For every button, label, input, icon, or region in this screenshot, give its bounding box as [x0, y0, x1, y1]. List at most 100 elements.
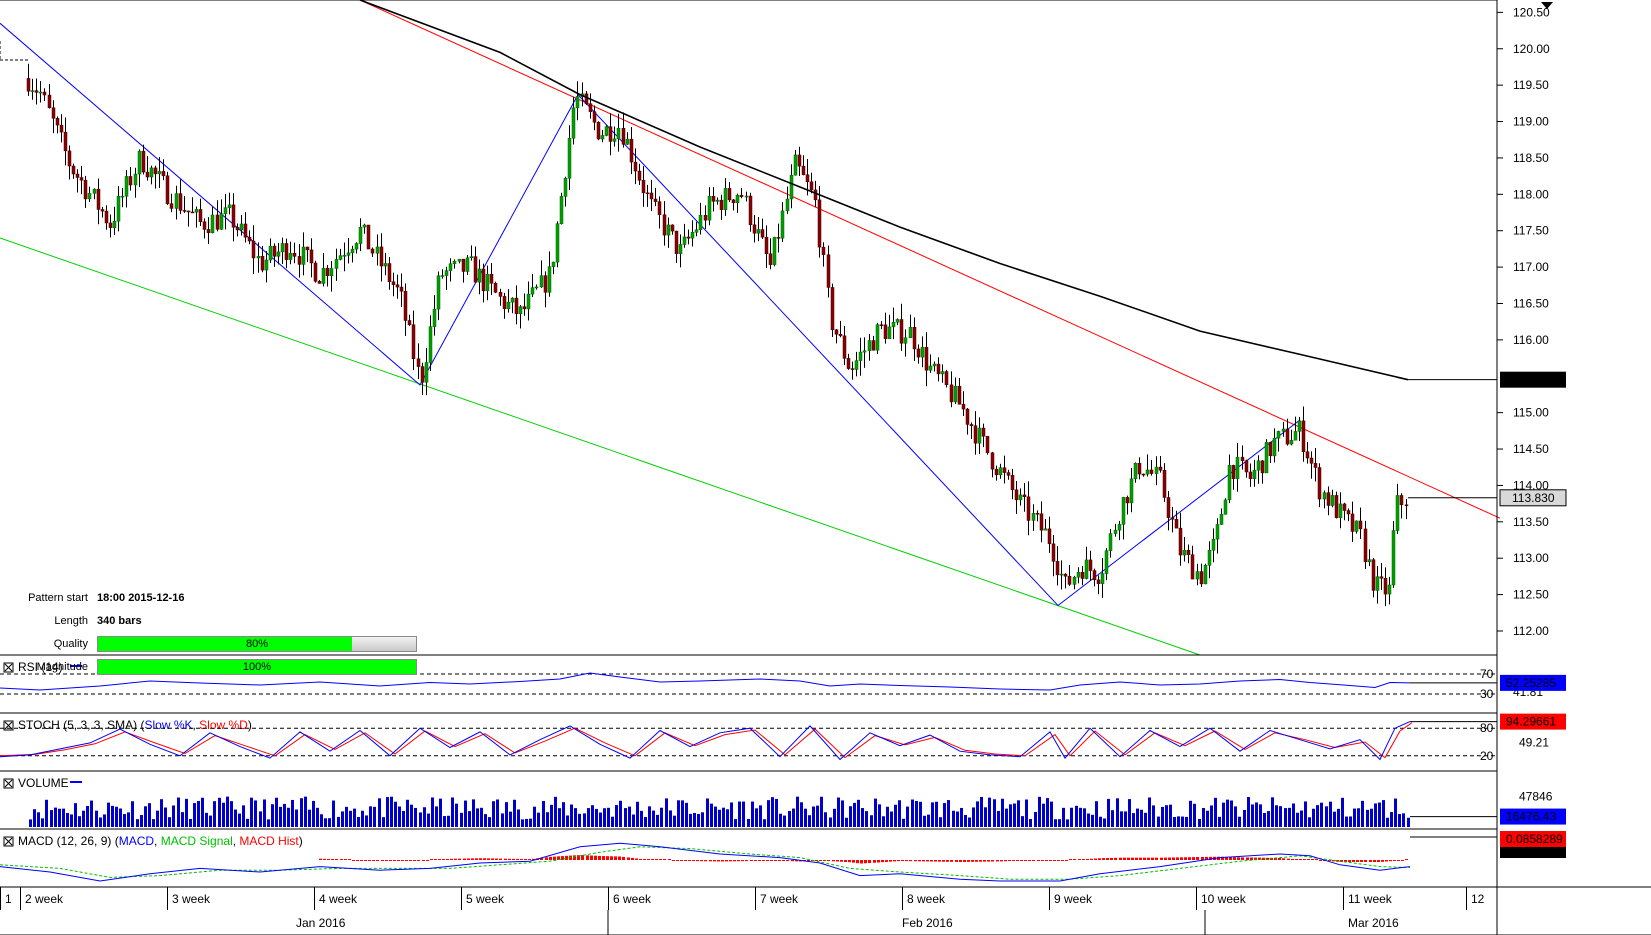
week-label: 1	[5, 892, 12, 906]
candle-body	[1301, 420, 1306, 452]
macd-hist-bar	[1110, 857, 1113, 860]
volume-bar	[406, 799, 409, 827]
ma-value-badge	[1500, 371, 1566, 388]
candle-body	[219, 213, 224, 230]
price-tick-label: 117.50	[1513, 224, 1549, 238]
candle-body	[809, 181, 814, 191]
week-label: 4 week	[319, 892, 358, 906]
scroll-arrow-icon[interactable]	[1541, 2, 1553, 9]
volume-bar	[1128, 799, 1131, 827]
candle-body	[1379, 576, 1384, 579]
macd-hist-bar	[852, 860, 855, 863]
volume-bar	[1001, 798, 1004, 827]
candle-body	[994, 468, 999, 476]
volume-bar	[1058, 819, 1061, 827]
candle-body	[452, 261, 457, 264]
volume-bar	[66, 812, 69, 827]
macd-hist-bar	[639, 858, 642, 860]
volume-bar	[771, 797, 774, 827]
volume-bar	[70, 814, 73, 827]
macd-hist-bar	[672, 860, 675, 861]
candle-body	[260, 256, 265, 271]
candle-body	[1133, 463, 1138, 480]
volume-bar	[1075, 805, 1078, 827]
volume-bar	[1374, 803, 1377, 827]
macd-hist-bar	[1123, 857, 1126, 860]
volume-bar	[480, 807, 483, 827]
macd-hist-bar	[491, 858, 494, 860]
macd-hist-bar	[1045, 860, 1048, 861]
candle-body	[1162, 470, 1167, 498]
candle-body	[1354, 520, 1359, 532]
volume-bar	[1038, 796, 1041, 827]
macd-hist-bar	[323, 858, 326, 860]
volume-bar	[558, 808, 561, 827]
volume-bar	[349, 810, 352, 827]
candle-body	[575, 96, 580, 109]
price-tick-label: 118.00	[1513, 187, 1549, 201]
candle-body	[358, 226, 363, 244]
candle-body	[194, 209, 199, 213]
volume-bar	[1296, 812, 1299, 827]
macd-hist-bar	[561, 856, 564, 860]
volume-bar	[337, 816, 340, 827]
volume-bar	[1198, 819, 1201, 827]
macd-hist-bar	[606, 856, 609, 860]
candle-body	[301, 246, 306, 265]
volume-bar	[792, 808, 795, 827]
volume-bar	[263, 799, 266, 827]
pattern-magnitude-row: Magnitude 100%	[0, 657, 430, 680]
macd-hist-bar	[1188, 857, 1191, 860]
volume-bar	[410, 804, 413, 827]
volume-bar	[1288, 807, 1291, 827]
volume-bar	[1382, 800, 1385, 827]
macd-value-label: 0.0858289	[1506, 832, 1563, 846]
volume-bar	[160, 799, 163, 827]
rsi-value-badge	[1500, 674, 1566, 691]
candle-body	[493, 283, 498, 293]
macd-hist-bar	[1073, 859, 1076, 860]
candle-body	[801, 165, 806, 175]
volume-bar	[943, 803, 946, 827]
volume-bar	[1087, 813, 1090, 827]
volume-bar	[156, 810, 159, 827]
candle-body	[912, 326, 917, 350]
candle-body	[567, 137, 572, 179]
macd-hist-bar	[368, 860, 371, 861]
macd-hist-bar	[1237, 857, 1240, 860]
candle-body	[1141, 473, 1146, 476]
price-tick-label: 120.50	[1513, 5, 1550, 19]
week-label: 12	[1471, 892, 1485, 906]
candle-body	[944, 371, 949, 386]
volume-bar	[849, 806, 852, 827]
candle-body	[990, 452, 995, 470]
magnitude-bar-fill	[98, 660, 416, 674]
macd-hist-bar	[668, 859, 671, 860]
volume-bar	[320, 814, 323, 827]
macd-hist-bar	[766, 860, 769, 861]
candle-body	[1166, 497, 1171, 518]
macd-hist-bar	[1069, 859, 1072, 860]
candle-body	[633, 161, 638, 172]
candle-body	[1108, 533, 1113, 551]
volume-bar	[423, 807, 426, 827]
volume-bar	[250, 797, 253, 827]
macd-hist-bar	[577, 855, 580, 860]
week-label: 5 week	[466, 892, 505, 906]
macd-hist-bar	[540, 857, 543, 860]
volume-bar	[304, 796, 307, 827]
macd-hist-bar	[893, 860, 896, 862]
macd-hist-bar	[1311, 859, 1314, 860]
volume-bar	[1390, 812, 1393, 827]
volume-bar	[923, 815, 926, 827]
volume-bar	[509, 811, 512, 827]
candle-body	[1399, 495, 1404, 506]
volume-bar	[168, 817, 171, 827]
candle-body	[981, 427, 986, 437]
volume-bar	[874, 798, 877, 827]
macd-hist-bar	[1065, 860, 1068, 861]
volume-bar	[726, 809, 729, 827]
volume-bar	[111, 805, 114, 827]
macd-hist-bar	[327, 859, 330, 860]
volume-bar	[1325, 806, 1328, 827]
